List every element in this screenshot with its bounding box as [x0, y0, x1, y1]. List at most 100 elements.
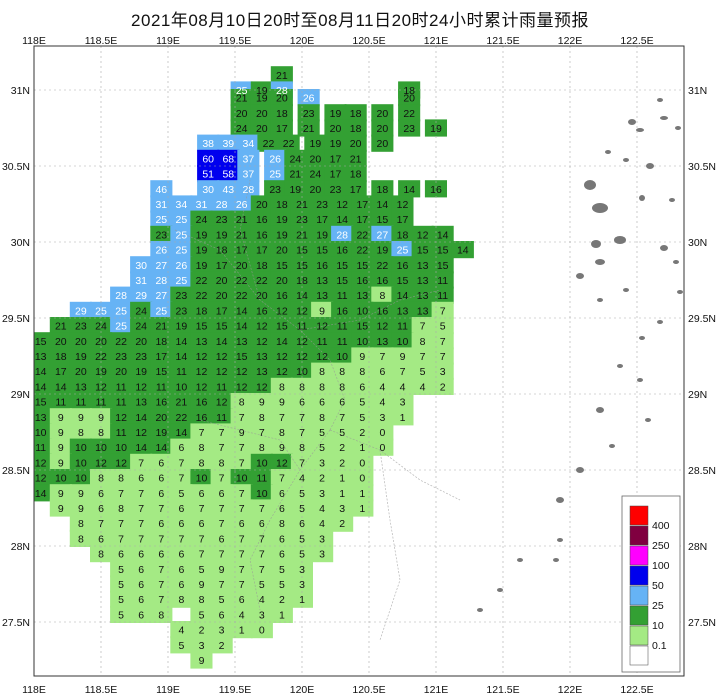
lat-label-right: 29.5N [688, 313, 716, 325]
county-border [174, 229, 346, 431]
rain-value-label: 16 [397, 260, 409, 272]
rain-value-label: 12 [276, 351, 288, 363]
rain-cell [311, 393, 334, 411]
rain-value-label: 12 [316, 351, 328, 363]
rain-cell [150, 286, 173, 304]
rain-value-label: 14 [55, 381, 67, 393]
legend-label: 400 [652, 520, 670, 532]
rain-value-label: 17 [316, 214, 328, 226]
rain-cell [69, 332, 92, 350]
rain-cell [311, 453, 334, 471]
lon-label-top: 122.5E [620, 35, 653, 47]
rain-value-label: 8 [279, 381, 285, 393]
rain-cell [110, 469, 133, 487]
rain-value-label: 7 [178, 473, 184, 485]
rain-value-label: 16 [336, 305, 348, 317]
rain-value-label: 0 [379, 442, 385, 454]
rain-value-label: 8 [78, 533, 84, 545]
rain-value-label: 20 [256, 290, 268, 302]
rain-value-label: 6 [138, 594, 144, 606]
rain-cell [34, 377, 52, 395]
rain-cell [270, 225, 293, 243]
rain-cell [270, 301, 293, 319]
rain-cell [270, 241, 293, 259]
rain-value-label: 7 [239, 564, 245, 576]
rain-value-label: 24 [196, 214, 208, 226]
rain-cell [150, 605, 173, 623]
rain-cell [351, 423, 374, 441]
rain-value-label: 13 [236, 336, 248, 348]
rain-cell [130, 438, 153, 456]
rain-cell [130, 529, 153, 547]
rain-cell [431, 256, 454, 274]
rain-value-label: 15 [356, 321, 368, 333]
rain-value-label: 22 [283, 138, 295, 150]
rain-value-label: 9 [98, 412, 104, 424]
rain-cell [311, 469, 334, 487]
rain-cell [290, 256, 313, 274]
rain-cell [237, 180, 260, 198]
rain-cell [130, 271, 153, 289]
rain-cell [210, 195, 233, 213]
rain-cell [150, 241, 173, 259]
rain-cell [250, 393, 273, 411]
rain-cell [297, 89, 320, 107]
rain-value-label: 11 [55, 397, 66, 409]
rain-value-label: 9 [78, 412, 84, 424]
rain-cell [210, 469, 233, 487]
rain-value-label: 8 [420, 336, 426, 348]
island-shape [657, 320, 663, 324]
rain-cell [210, 499, 233, 517]
rain-value-label: 18 [55, 351, 67, 363]
coastal-islands [477, 98, 683, 612]
rain-value-label: 5 [178, 640, 184, 652]
rain-value-label: 0 [359, 457, 365, 469]
rain-cell [69, 393, 92, 411]
rain-cell [130, 393, 153, 411]
rain-cell [290, 195, 313, 213]
rain-cell [311, 377, 334, 395]
rain-value-label: 9 [58, 457, 64, 469]
rain-value-label: 8 [178, 594, 184, 606]
rain-cell [324, 165, 347, 183]
rain-cell [270, 256, 293, 274]
rain-cell [230, 119, 253, 137]
rain-value-label: 30 [135, 260, 147, 272]
rain-value-label: 5 [420, 366, 426, 378]
rain-cell [371, 225, 394, 243]
rain-value-label: 11 [75, 397, 86, 409]
rain-cell [110, 438, 133, 456]
rain-value-label: 5 [299, 503, 305, 515]
lon-label-bottom: 118.5E [85, 684, 118, 696]
rain-value-label: 31 [196, 199, 208, 211]
rain-value-label: 23 [176, 305, 188, 317]
rain-value-label: 5 [199, 564, 205, 576]
rain-value-label: 6 [339, 397, 345, 409]
rain-value-label: 8 [359, 366, 365, 378]
rain-cell [230, 271, 253, 289]
rain-value-label: 3 [400, 397, 406, 409]
island-shape [628, 119, 636, 125]
rain-cell [351, 499, 374, 517]
rain-value-label: 16 [430, 184, 442, 196]
rain-cell [250, 438, 273, 456]
rain-value-label: 16 [377, 275, 389, 287]
rain-cell [69, 438, 92, 456]
rain-cell [230, 484, 253, 502]
rain-cell [230, 529, 253, 547]
rain-value-label: 2 [359, 427, 365, 439]
rain-value-label: 12 [336, 199, 348, 211]
rain-cell [190, 545, 213, 563]
rain-cell [170, 621, 193, 639]
rain-value-label: 1 [299, 594, 305, 606]
island-shape [660, 245, 668, 251]
rain-value-label: 13 [316, 290, 328, 302]
island-shape [605, 150, 611, 154]
rain-value-label: 14 [135, 442, 147, 454]
rain-value-label: 4 [239, 609, 245, 621]
lon-label-top: 118.5E [85, 35, 118, 47]
county-border [329, 429, 461, 501]
rain-cell [34, 484, 52, 502]
rain-cell [371, 210, 394, 228]
